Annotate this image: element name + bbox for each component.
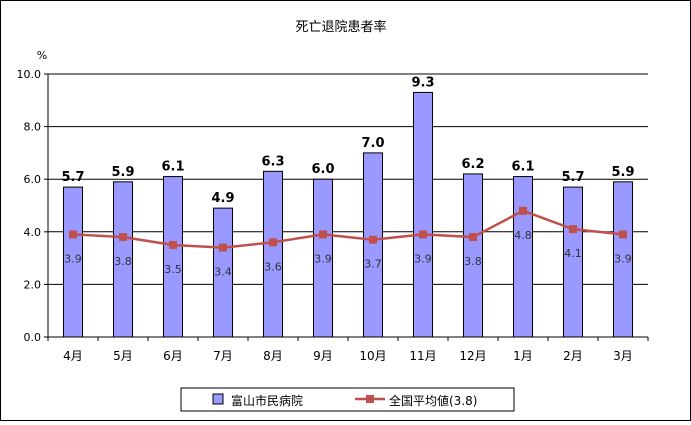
- line-data-label: 3.5: [164, 263, 182, 276]
- x-tick-label: 8月: [263, 349, 283, 363]
- line-layer: [69, 206, 627, 252]
- line-data-label: 4.8: [514, 229, 532, 242]
- legend: 富山市民病院 全国平均値(3.8): [180, 387, 515, 412]
- bar-data-label: 4.9: [211, 191, 234, 206]
- bar-data-label: 6.0: [311, 162, 334, 177]
- legend-bar-label: 富山市民病院: [231, 393, 303, 408]
- y-tick-label: 4.0: [24, 226, 42, 239]
- grid-layer: [48, 73, 648, 285]
- legend-line-marker: [366, 395, 374, 403]
- bar-data-label: 6.1: [161, 160, 184, 175]
- line-data-label: 4.1: [564, 247, 582, 260]
- bar: [413, 91, 433, 338]
- bar-data-label: 6.2: [461, 157, 484, 172]
- line-point: [269, 238, 277, 247]
- line-point: [169, 240, 177, 249]
- y-tick-label: 8.0: [24, 121, 42, 134]
- line-point: [419, 230, 427, 239]
- line-point: [569, 225, 577, 234]
- line-point: [119, 233, 127, 242]
- label-layer: 5.7 5.9 6.1 4.9 6.3 6.0 7.0 9.3 6.2 6.1 5.7 5.9 3.9 3…: [61, 75, 634, 278]
- x-tick-label: 12月: [459, 349, 486, 363]
- line-data-label: 3.6: [264, 260, 282, 273]
- bar-data-label: 5.7: [561, 170, 584, 185]
- line-data-label: 3.4: [214, 266, 232, 279]
- bar-data-label: 5.7: [61, 170, 84, 185]
- average-line: [72, 209, 624, 249]
- line-point: [619, 230, 627, 239]
- x-tick-label: 3月: [613, 349, 633, 363]
- line-data-label: 3.9: [314, 252, 332, 265]
- x-tick-label: 10月: [359, 349, 386, 363]
- bar: [563, 186, 583, 338]
- line-point: [69, 230, 77, 239]
- bar: [263, 170, 283, 338]
- line-point: [469, 233, 477, 242]
- bar: [163, 176, 183, 338]
- y-tick-label: 10.0: [17, 68, 42, 81]
- line-data-label: 3.8: [464, 255, 482, 268]
- x-tick-label: 1月: [513, 349, 533, 363]
- legend-bar-swatch: [212, 393, 224, 405]
- bar-data-label: 7.0: [361, 136, 384, 151]
- bar-data-label: 6.1: [511, 160, 534, 175]
- y-unit-label: %: [37, 49, 47, 62]
- bar-data-label: 9.3: [411, 75, 434, 90]
- line-point: [319, 230, 327, 239]
- chart-title: 死亡退院患者率: [295, 19, 386, 35]
- bar-data-label: 5.9: [111, 165, 134, 180]
- y-tick-label: 2.0: [24, 278, 42, 291]
- line-data-label: 3.8: [114, 255, 132, 268]
- line-point: [369, 235, 377, 244]
- x-tick-label: 6月: [163, 349, 183, 363]
- x-tick-label: 11月: [409, 349, 436, 363]
- line-data-label: 3.9: [64, 252, 82, 265]
- line-point: [219, 243, 227, 252]
- bar: [363, 152, 383, 338]
- axis-layer: 0.0 2.0 4.0 6.0 8.0 10.0 4月 5月 6月 7月 8月 9月 10月 11月 12月…: [17, 68, 649, 363]
- x-tick-label: 4月: [63, 349, 83, 363]
- line-data-label: 3.7: [364, 258, 382, 271]
- bar-data-label: 5.9: [611, 165, 634, 180]
- line-point: [519, 206, 527, 215]
- x-tick-label: 5月: [113, 349, 133, 363]
- x-tick-label: 7月: [213, 349, 233, 363]
- x-tick-label: 2月: [563, 349, 583, 363]
- x-tick-label: 9月: [313, 349, 333, 363]
- y-tick-label: 0.0: [24, 331, 42, 344]
- legend-line-label: 全国平均値(3.8): [389, 393, 477, 408]
- bar-data-label: 6.3: [261, 154, 284, 169]
- y-tick-label: 6.0: [24, 173, 42, 186]
- line-data-label: 3.9: [414, 252, 432, 265]
- bar-layer: [63, 91, 633, 338]
- line-data-label: 3.9: [614, 252, 632, 265]
- bar: [513, 176, 533, 338]
